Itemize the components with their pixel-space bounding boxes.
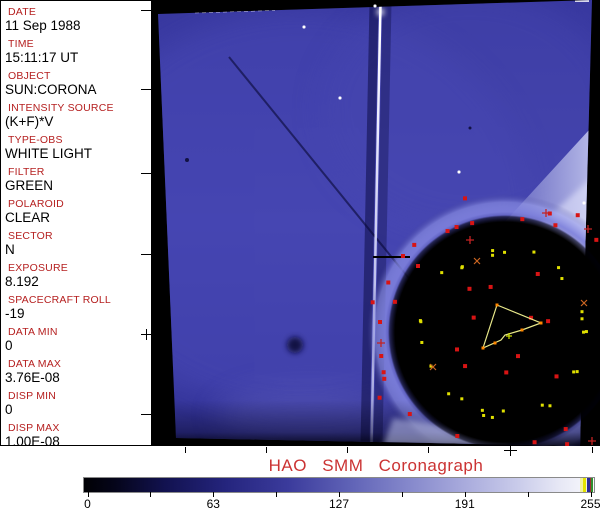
field-label: SECTOR xyxy=(8,230,53,242)
colorbar-tick xyxy=(276,492,278,497)
field-value: 3.76E-08 xyxy=(5,370,60,385)
metadata-field: SECTOR N xyxy=(1,230,151,262)
colorbar-saturation-stripe xyxy=(586,478,590,492)
coronagraph-scene xyxy=(158,0,600,446)
axis-tick xyxy=(510,445,511,456)
field-value: 15:11:17 UT xyxy=(5,50,79,65)
axis-tick xyxy=(428,447,429,453)
colorbar-tick xyxy=(213,492,215,497)
metadata-field: TIME 15:11:17 UT xyxy=(1,38,151,70)
metadata-field: INTENSITY SOURCE (K+F)*V xyxy=(1,102,151,134)
colorbar-tick xyxy=(590,492,592,497)
colorbar-tick xyxy=(150,492,152,497)
field-value: 11 Sep 1988 xyxy=(5,18,81,33)
colorbar xyxy=(83,477,595,493)
metadata-field: OBJECT SUN:CORONA xyxy=(1,70,151,102)
colorbar-tick xyxy=(464,492,466,497)
metadata-field: DATA MIN 0 xyxy=(1,326,151,358)
axis-tick xyxy=(185,447,186,453)
axis-tick xyxy=(504,450,517,451)
axis-tick xyxy=(266,447,267,453)
colorbar-tick xyxy=(527,492,529,497)
field-value: WHITE LIGHT xyxy=(5,146,92,161)
field-label: DATA MAX xyxy=(8,358,62,370)
colorbar-tick xyxy=(87,492,89,497)
field-value: SUN:CORONA xyxy=(5,82,97,97)
field-value: -19 xyxy=(5,306,25,321)
metadata-field: DATE 11 Sep 1988 xyxy=(1,6,151,38)
field-value: 8.192 xyxy=(5,274,39,289)
field-value: CLEAR xyxy=(5,210,51,225)
field-value: GREEN xyxy=(5,178,54,193)
field-label: INTENSITY SOURCE xyxy=(8,102,114,114)
colorbar-tick-label: 127 xyxy=(328,497,350,511)
metadata-field: POLAROID CLEAR xyxy=(1,198,151,230)
field-label: OBJECT xyxy=(8,70,51,82)
field-value: 0 xyxy=(5,402,13,417)
field-label: DATE xyxy=(8,6,37,18)
field-value: 1.00E-08 xyxy=(5,434,60,446)
metadata-field: FILTER GREEN xyxy=(1,166,151,198)
colorbar-tick xyxy=(339,492,340,497)
metadata-field: EXPOSURE 8.192 xyxy=(1,262,151,294)
colorbar-saturation-stripe xyxy=(580,478,583,492)
field-label: DATA MIN xyxy=(8,326,58,338)
colorbar-saturation-stripe xyxy=(591,478,593,492)
metadata-panel: DATE 11 Sep 1988 TIME 15:11:17 UT OBJECT SUN:… xyxy=(0,0,152,446)
field-value: N xyxy=(5,242,15,257)
metadata-field: SPACECRAFT ROLL -19 xyxy=(1,294,151,326)
metadata-field: DATA MAX 3.76E-08 xyxy=(1,358,151,390)
image-title: HAO SMM Coronagraph xyxy=(268,456,484,475)
fiducial-dots xyxy=(370,196,599,446)
field-label: FILTER xyxy=(8,166,45,178)
colorbar-tick xyxy=(401,492,403,497)
axis-tick xyxy=(592,447,593,453)
coronagraph-image xyxy=(152,0,600,446)
plus-cross-markers xyxy=(377,209,596,445)
colorbar-saturation-stripe xyxy=(585,478,587,492)
colorbar-tick-label: 255 xyxy=(580,497,600,511)
star-points xyxy=(185,4,586,353)
field-label: POLAROID xyxy=(8,198,64,210)
field-label: DISP MIN xyxy=(8,390,57,402)
field-value: 0 xyxy=(5,338,13,353)
field-label: TYPE-OBS xyxy=(8,134,63,146)
field-label: TIME xyxy=(8,38,34,50)
field-label: DISP MAX xyxy=(8,422,60,434)
metadata-field: TYPE-OBS WHITE LIGHT xyxy=(1,134,151,166)
colorbar-tick-label: 191 xyxy=(454,497,475,511)
field-label: SPACECRAFT ROLL xyxy=(8,294,111,306)
flag-polygon-overlay xyxy=(481,303,543,350)
colorbar-saturation-stripe xyxy=(582,478,586,492)
colorbar-saturation-stripe xyxy=(589,478,591,492)
colorbar-tick-label: 63 xyxy=(206,497,220,511)
field-value: (K+F)*V xyxy=(5,114,54,129)
metadata-field: DISP MIN 0 xyxy=(1,390,151,422)
axis-tick xyxy=(347,447,348,453)
metadata-field: DISP MAX 1.00E-08 xyxy=(1,422,151,446)
colorbar-tick-label: 0 xyxy=(84,497,91,511)
field-label: EXPOSURE xyxy=(8,262,68,274)
